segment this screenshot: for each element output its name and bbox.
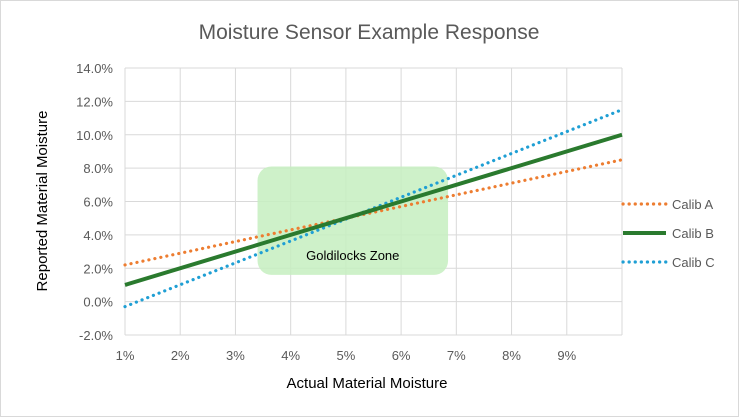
y-tick-label: 10.0% [76, 128, 113, 143]
y-tick-labels: 14.0% 12.0% 10.0% 8.0% 6.0% 4.0% 2.0% 0.0% -2.0% [76, 61, 113, 343]
y-tick-label: 2.0% [83, 261, 113, 276]
y-tick-label: 8.0% [83, 161, 113, 176]
y-tick-label: 4.0% [83, 228, 113, 243]
x-tick-label: 4% [281, 348, 300, 363]
legend-label: Calib B [672, 226, 714, 241]
chart-title: Moisture Sensor Example Response [199, 21, 540, 44]
x-tick-label: 3% [226, 348, 245, 363]
legend-label: Calib A [672, 197, 714, 212]
legend: Calib A Calib B Calib C [621, 197, 715, 270]
x-tick-label: 7% [447, 348, 466, 363]
y-tick-label: 14.0% [76, 61, 113, 76]
x-tick-label: 8% [502, 348, 521, 363]
y-tick-label: 0.0% [83, 295, 113, 310]
x-tick-label: 6% [392, 348, 411, 363]
x-tick-label: 2% [171, 348, 190, 363]
x-tick-labels: 1% 2% 3% 4% 5% 6% 7% 8% 9% [116, 348, 577, 363]
goldilocks-zone-rect [257, 166, 449, 275]
series-lines [123, 108, 624, 309]
x-tick-label: 9% [557, 348, 576, 363]
x-axis-label: Actual Material Moisture [287, 375, 448, 392]
y-axis-label: Reported Material Moisture [34, 111, 51, 292]
y-tick-label: 12.0% [76, 94, 113, 109]
legend-label: Calib C [672, 255, 715, 270]
x-tick-label: 1% [116, 348, 135, 363]
goldilocks-zone-label: Goldilocks Zone [306, 248, 399, 263]
y-tick-label: -2.0% [79, 328, 113, 343]
series-line-calib-b [124, 132, 623, 287]
series-line-calib-a [123, 158, 624, 267]
x-tick-label: 5% [336, 348, 355, 363]
y-tick-label: 6.0% [83, 195, 113, 210]
annotation-zone [257, 166, 449, 275]
